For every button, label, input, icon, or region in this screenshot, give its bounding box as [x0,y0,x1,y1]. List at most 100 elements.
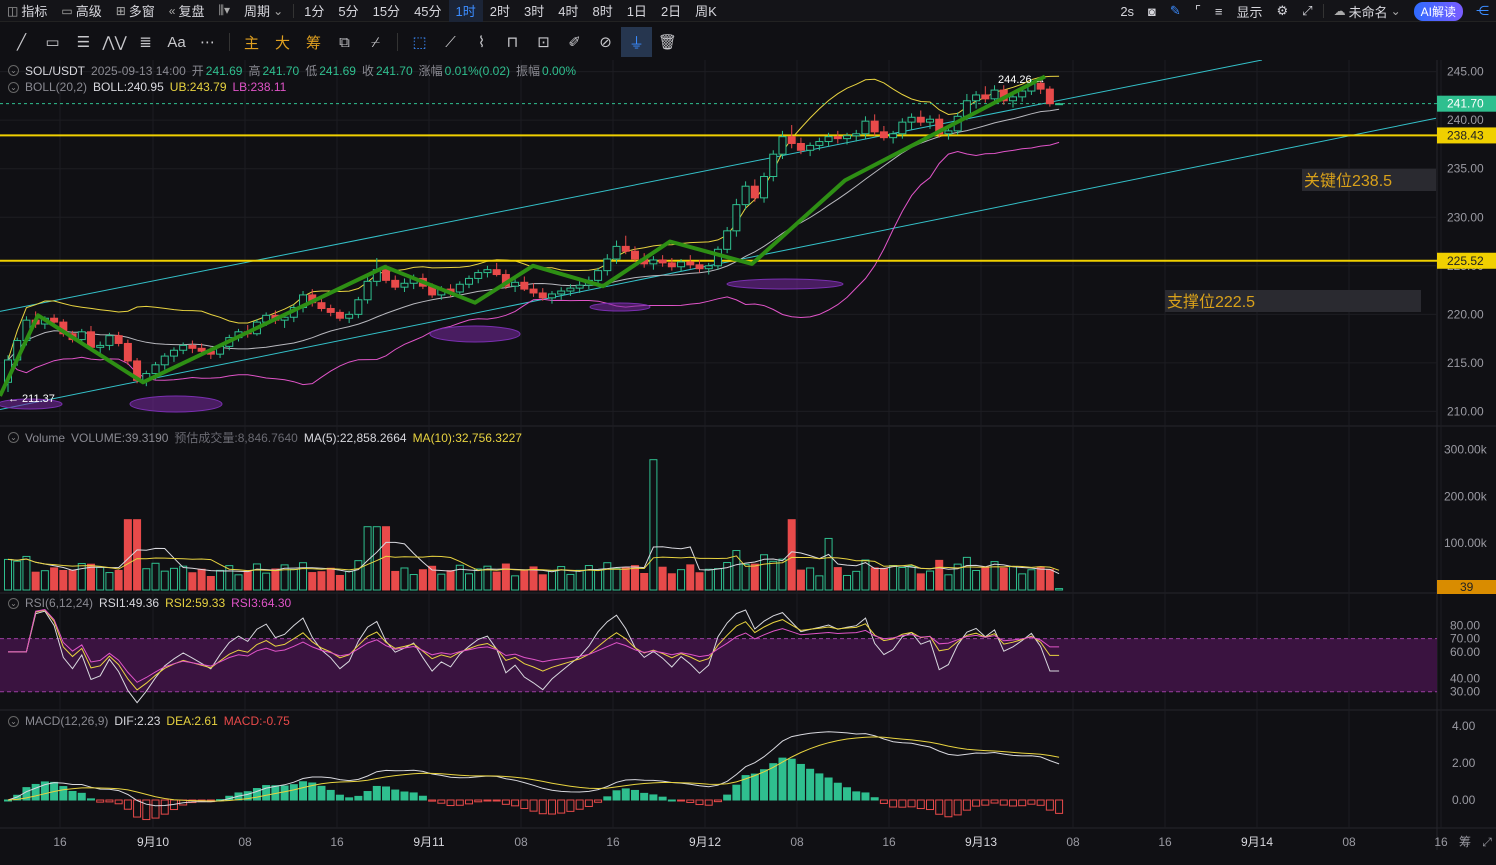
macd-bar-up [621,788,630,801]
x-tick-label: 08 [790,835,804,849]
boll-value: BOLL:240.95 [93,80,164,94]
macd-bar-up [769,763,778,801]
volume-bar-up [151,562,160,591]
period-tab[interactable]: 15分 [372,4,401,19]
collapse-icon[interactable]: ⌄ [8,65,19,76]
camera-icon[interactable]: ◙ [1148,3,1156,19]
period-tab[interactable]: 1日 [626,4,647,19]
period-tab[interactable]: 5分 [338,4,359,19]
period-tab[interactable]: 2时 [489,4,510,19]
horizontal-lines-icon[interactable]: ☰ [76,34,91,51]
refresh-interval[interactable]: 2s [1120,3,1135,19]
macd-bar-down [686,799,695,803]
candle-up [354,299,363,315]
volume-value: VOLUME:39.3190 [71,430,169,445]
volume-bar-up [1008,566,1017,591]
settings-gear-icon[interactable]: ⚙ [1276,3,1289,18]
big-order-tool[interactable]: 大 [274,34,290,52]
collapse-icon[interactable]: ⌄ [8,597,19,609]
volume-bar-down [308,572,317,591]
display-menu[interactable]: 显示 [1236,4,1263,20]
pen-icon[interactable]: ✎ [1169,3,1181,18]
advanced-menu[interactable]: ▭ 高级 [61,3,102,20]
rsi-indicator-name[interactable]: RSI(6,12,24) [25,596,94,610]
fullscreen-icon[interactable]: ⤢ [1302,3,1313,18]
collapse-icon[interactable]: ⌄ [8,81,19,93]
magnet-icon[interactable]: ⊓ [506,34,519,51]
link-icon[interactable]: ⊘ [599,34,612,51]
candle-up [843,135,852,140]
volume-bar-up [169,567,178,591]
workspace-menu[interactable]: ☁ 未命名 ⌄ [1333,4,1401,20]
volume-indicator-name[interactable]: Volume [25,430,66,445]
period-tab[interactable]: 45分 [414,4,442,19]
volume-bar-down [68,569,77,591]
volume-bar-up [677,569,686,591]
x-tick-label: 9月12 [689,835,721,849]
volume-bar-up [575,569,584,591]
text-tool[interactable]: Aa [167,33,186,51]
period-menu[interactable]: 周期 ⌄ [244,3,284,20]
replay-menu[interactable]: «复盘 [168,3,205,20]
collapse-icon[interactable]: ⌄ [8,432,19,443]
indicators-menu[interactable]: ◫ 指标 [7,3,48,20]
drawing-toolbar: ╱ ▭ ☰ ⋀⋁ ≣ Aa ⋯ 主 大 筹 ⧉ ⌿ ⬚ ⟋ ⌇ ⊓ ⊡ ✐ ⊘ … [0,24,1496,60]
macd-bar-down [428,799,437,802]
period-tab[interactable]: 2日 [660,4,682,19]
candle-up [815,141,824,146]
filter-icon[interactable]: ⏚ [621,27,652,57]
rsi-tick-label: 70.00 [1450,632,1480,646]
more-tools-icon[interactable]: ⋯ [200,34,215,51]
boll-legend: ⌄ BOLL(20,2) BOLL:240.95 UB:243.79 LB:23… [8,80,286,94]
volume-bar-up [741,563,750,591]
boll-lower-band [7,141,1060,386]
collapse-icon[interactable]: ⌄ [8,715,19,727]
volume-tick-label: 200.00k [1444,489,1488,503]
period-tab[interactable]: 1时 [448,0,483,22]
macd-bar-up [326,789,335,801]
macd-bar-down [492,799,501,802]
candle-up [105,335,114,346]
main-force-tool[interactable]: 主 [243,34,259,52]
key-level-label-bg [1302,169,1436,191]
ruler-icon[interactable]: ⟋ [445,33,456,51]
macd-bar-up [289,784,298,801]
period-tab[interactable]: 3时 [524,4,545,19]
macd-bar-up [750,773,759,801]
period-tab[interactable]: 1分 [304,4,325,19]
period-tab[interactable]: 4时 [558,4,579,19]
volume-bar-up [216,569,225,591]
macd-bar-down [529,799,538,812]
change-label: 涨幅 [418,64,443,78]
volume-bar-down [538,574,547,591]
edit-list-icon[interactable]: ✐ [568,34,581,51]
candle-up [852,133,861,137]
brush-icon[interactable]: ⌇ [477,34,486,51]
trash-icon[interactable]: 🗑 [657,34,678,51]
ai-analysis-button[interactable]: AI解读 [1413,1,1463,21]
kline-chart[interactable]: 245.00240.00235.00230.00225.00220.00215.… [0,60,1496,865]
line-tool-icon[interactable]: ╱ [16,34,27,51]
high-label: 高 [248,64,261,78]
multi-window-menu[interactable]: ⊞ 多窗 [115,3,155,20]
chart-type-button[interactable]: ⫼▾ [212,0,238,22]
crop-icon[interactable]: ⌜ [1194,3,1201,18]
boll-indicator-name[interactable]: BOLL(20,2) [25,80,88,94]
period-tab[interactable]: 8时 [592,4,613,19]
chips-tool[interactable]: 筹 [305,34,321,52]
macd-bar-down [704,799,713,806]
eraser-line-icon[interactable]: ⌿ [370,33,380,51]
fib-lines-icon[interactable]: ≣ [139,34,152,51]
macd-indicator-name[interactable]: MACD(12,26,9) [25,714,109,728]
period-tab[interactable]: 周K [695,4,717,19]
lock-icon[interactable]: ⊡ [537,34,550,51]
divider [229,33,230,51]
share-icon[interactable]: ⋲ [1476,3,1489,18]
volume-bar-up [96,566,105,591]
select-tool-icon[interactable]: ⬚ [412,34,427,51]
wave-tool-icon[interactable]: ⋀⋁ [102,34,127,51]
auto-draw-icon[interactable]: ⧉ [339,33,350,51]
rectangle-tool-icon[interactable]: ▭ [45,34,60,51]
menu-lines-icon[interactable]: ≡ [1214,3,1223,19]
candle-up [990,89,999,100]
